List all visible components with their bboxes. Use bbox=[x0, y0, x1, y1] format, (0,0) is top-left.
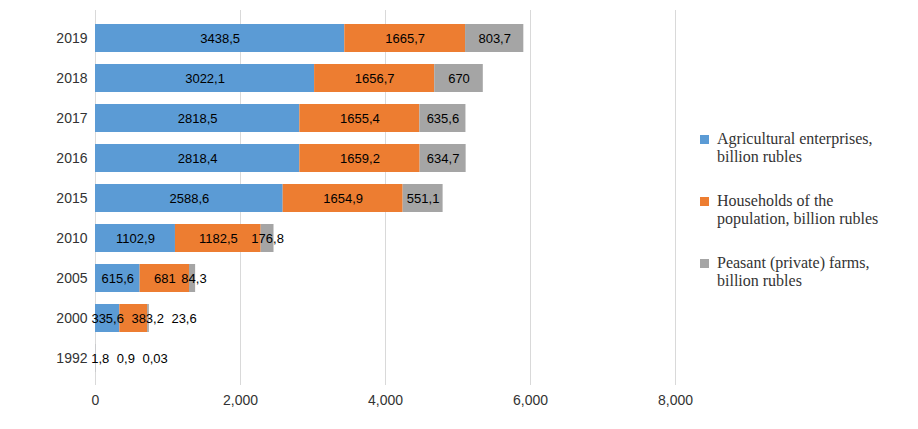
svg-text:383,2: 383,2 bbox=[131, 311, 164, 326]
svg-text:4,000: 4,000 bbox=[368, 392, 403, 408]
svg-text:551,1: 551,1 bbox=[407, 191, 440, 206]
svg-text:2000: 2000 bbox=[56, 310, 87, 326]
svg-text:2,000: 2,000 bbox=[223, 392, 258, 408]
svg-text:2017: 2017 bbox=[56, 110, 87, 126]
svg-text:1665,7: 1665,7 bbox=[385, 31, 425, 46]
svg-text:176,8: 176,8 bbox=[251, 231, 284, 246]
svg-text:2015: 2015 bbox=[56, 190, 87, 206]
html-text:Peasant (private) farms, billi: Peasant (private) farms, billion rubles bbox=[717, 254, 870, 289]
svg-text:2019: 2019 bbox=[56, 30, 87, 46]
svg-text:2010: 2010 bbox=[56, 230, 87, 246]
svg-text:2818,5: 2818,5 bbox=[178, 111, 218, 126]
svg-text:3022,1: 3022,1 bbox=[185, 71, 225, 86]
svg-text:1102,9: 1102,9 bbox=[116, 231, 155, 246]
svg-text:3438,5: 3438,5 bbox=[200, 31, 240, 46]
svg-text:2588,6: 2588,6 bbox=[169, 191, 209, 206]
svg-text:0: 0 bbox=[92, 392, 100, 408]
svg-text:1182,5: 1182,5 bbox=[199, 231, 238, 246]
svg-text:2016: 2016 bbox=[56, 150, 87, 166]
svg-text:1655,4: 1655,4 bbox=[340, 111, 380, 126]
svg-text:2018: 2018 bbox=[56, 70, 87, 86]
svg-text:635,6: 635,6 bbox=[427, 111, 460, 126]
svg-text:634,7: 634,7 bbox=[427, 151, 460, 166]
html-text:Agricultural enterprises, bill: Agricultural enterprises, billion rubles bbox=[717, 130, 873, 165]
svg-text:1656,7: 1656,7 bbox=[355, 71, 395, 86]
svg-text:84,3: 84,3 bbox=[181, 271, 206, 286]
svg-text:23,6: 23,6 bbox=[171, 311, 196, 326]
svg-text:670: 670 bbox=[448, 71, 470, 86]
svg-text:0,9: 0,9 bbox=[117, 351, 135, 366]
svg-text:2005: 2005 bbox=[56, 270, 87, 286]
svg-text:1659,2: 1659,2 bbox=[340, 151, 380, 166]
svg-text:335,6: 335,6 bbox=[91, 311, 124, 326]
svg-text:1,8: 1,8 bbox=[91, 351, 109, 366]
svg-text:8,000: 8,000 bbox=[658, 392, 693, 408]
svg-text:615,6: 615,6 bbox=[102, 271, 135, 286]
svg-text:2818,4: 2818,4 bbox=[178, 151, 218, 166]
svg-text:0,03: 0,03 bbox=[142, 351, 167, 366]
html-text:Households of the population,: Households of the population, billion ru… bbox=[717, 192, 879, 227]
svg-text:1992: 1992 bbox=[56, 350, 87, 366]
svg-text:803,7: 803,7 bbox=[478, 31, 511, 46]
svg-text:6,000: 6,000 bbox=[513, 392, 548, 408]
svg-text:681: 681 bbox=[154, 271, 176, 286]
svg-text:1654,9: 1654,9 bbox=[323, 191, 363, 206]
